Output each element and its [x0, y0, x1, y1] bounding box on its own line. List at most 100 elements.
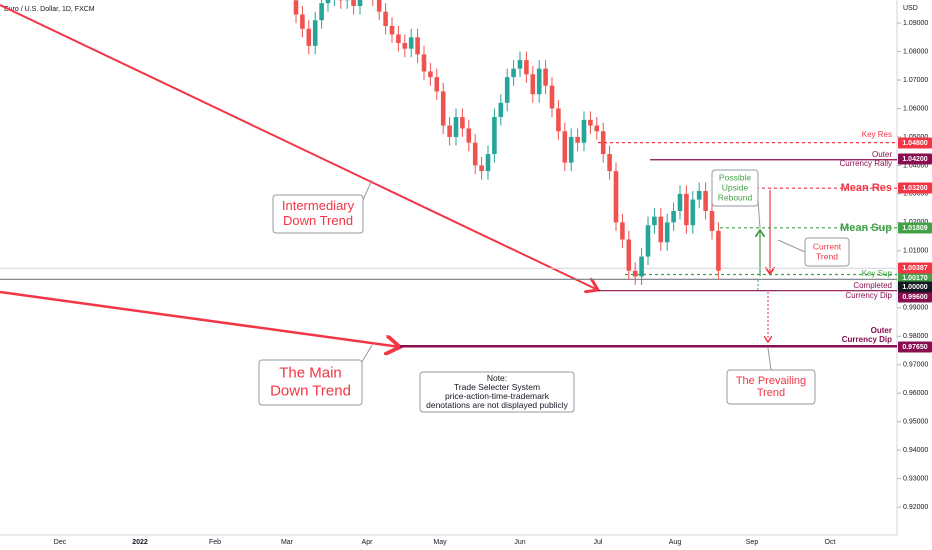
level-name: Key Sup — [862, 269, 893, 278]
callout-connector — [361, 344, 373, 363]
y-tick-label: 0.95000 — [903, 419, 928, 426]
candle-body — [511, 68, 516, 78]
candle-body — [658, 216, 664, 243]
candle-body — [690, 199, 696, 226]
candle-body — [536, 68, 542, 95]
candle-body — [376, 0, 382, 12]
candle-body — [319, 3, 324, 21]
y-tick-label: 1.04000 — [903, 162, 928, 169]
currency-label: USD — [903, 5, 918, 12]
chart-title: Euro / U.S. Dollar, 1D, FXCM — [4, 6, 95, 13]
level-name: Outer — [871, 326, 892, 335]
callout-text: Down Trend — [270, 382, 351, 399]
candle-body — [562, 131, 568, 163]
callout-connector — [757, 199, 761, 229]
x-tick-label: Dec — [54, 539, 67, 546]
callout-text: Note: — [487, 373, 507, 383]
callout-text: Possible — [719, 172, 751, 182]
candle-body — [594, 125, 600, 132]
price-tag — [898, 222, 932, 234]
candle-body — [504, 77, 510, 103]
candle-body — [613, 171, 619, 223]
candle-body — [556, 108, 561, 132]
candle-body — [568, 136, 574, 163]
price-tag-label: 1.04800 — [902, 140, 927, 147]
candle-body — [453, 117, 459, 137]
candle-body — [402, 42, 408, 49]
callout-connector — [767, 347, 772, 371]
callout-text: Trade Selecter System — [454, 382, 540, 392]
y-tick-label: 0.97000 — [903, 362, 928, 369]
callout-text: Trend — [816, 251, 838, 261]
x-tick-label: Jul — [594, 539, 603, 546]
candle-body — [300, 14, 305, 29]
callout-text: The Main — [279, 364, 342, 381]
candle-body — [492, 117, 497, 155]
y-tick-label: 1.08000 — [903, 48, 928, 55]
callout-box — [258, 359, 363, 406]
candle-body — [626, 239, 632, 271]
candle-body — [479, 165, 484, 172]
callout-connector — [362, 179, 373, 201]
callout-text: The Prevailing — [736, 375, 806, 387]
callout-box — [804, 237, 850, 267]
level-name: Currency Rally — [840, 159, 892, 168]
candle-body — [530, 74, 536, 95]
callout-text: Intermediary — [282, 198, 355, 213]
price-tag — [898, 153, 932, 165]
callout-text: denotations are not displayed publicly — [426, 400, 569, 410]
y-tick-label: 0.94000 — [903, 447, 928, 454]
callout-text: Trend — [757, 387, 785, 399]
candle-body — [588, 119, 593, 126]
candle-body — [351, 0, 356, 6]
y-tick-label: 0.92000 — [903, 504, 928, 511]
x-tick-label: 2022 — [132, 539, 148, 546]
y-tick-label: 1.07000 — [903, 77, 928, 84]
candle-body — [466, 128, 472, 143]
candle-body — [575, 136, 580, 143]
level-name: Currency Dip — [845, 291, 892, 300]
candle-body — [293, 0, 299, 15]
candle-body — [357, 0, 363, 6]
candle-body — [396, 34, 401, 43]
y-tick-label: 0.99000 — [903, 305, 928, 312]
main-trendline — [0, 290, 400, 347]
y-tick-label: 1.01000 — [903, 248, 928, 255]
price-tag-label: 1.00387 — [902, 265, 927, 272]
intermediary-trendline — [0, 4, 598, 290]
price-tag — [898, 182, 932, 194]
candle-body — [581, 119, 587, 143]
callout-connector — [777, 239, 806, 253]
level-name: Currency Dip — [842, 335, 892, 344]
candle-body — [460, 117, 465, 129]
y-tick-label: 1.06000 — [903, 105, 928, 112]
level-name: Mean Sup — [840, 222, 892, 234]
candle-body — [684, 193, 689, 226]
y-tick-label: 1.03000 — [903, 191, 928, 198]
price-tag — [898, 137, 932, 149]
candle-body — [485, 154, 491, 172]
candle-body — [652, 216, 657, 226]
price-tag-label: 1.01809 — [902, 225, 927, 232]
x-tick-label: Oct — [825, 539, 836, 546]
candle-body — [517, 60, 523, 69]
callout-text: Down Trend — [283, 213, 353, 228]
price-tag — [898, 272, 932, 284]
candle-body — [415, 37, 420, 55]
level-name: Mean Res — [841, 182, 892, 194]
candle-body — [549, 85, 555, 109]
candle-body — [306, 28, 312, 46]
level-name: Key Res — [862, 130, 892, 139]
candle-body — [543, 68, 548, 86]
plot-area — [0, 0, 897, 347]
y-tick-label: 1.09000 — [903, 20, 928, 27]
candle-body — [632, 270, 638, 277]
callout-box — [726, 369, 816, 405]
price-tag — [898, 291, 932, 303]
candle-body — [703, 191, 708, 211]
y-tick-label: 0.98000 — [903, 333, 928, 340]
candle-body — [472, 142, 478, 166]
x-tick-label: Apr — [362, 539, 374, 546]
